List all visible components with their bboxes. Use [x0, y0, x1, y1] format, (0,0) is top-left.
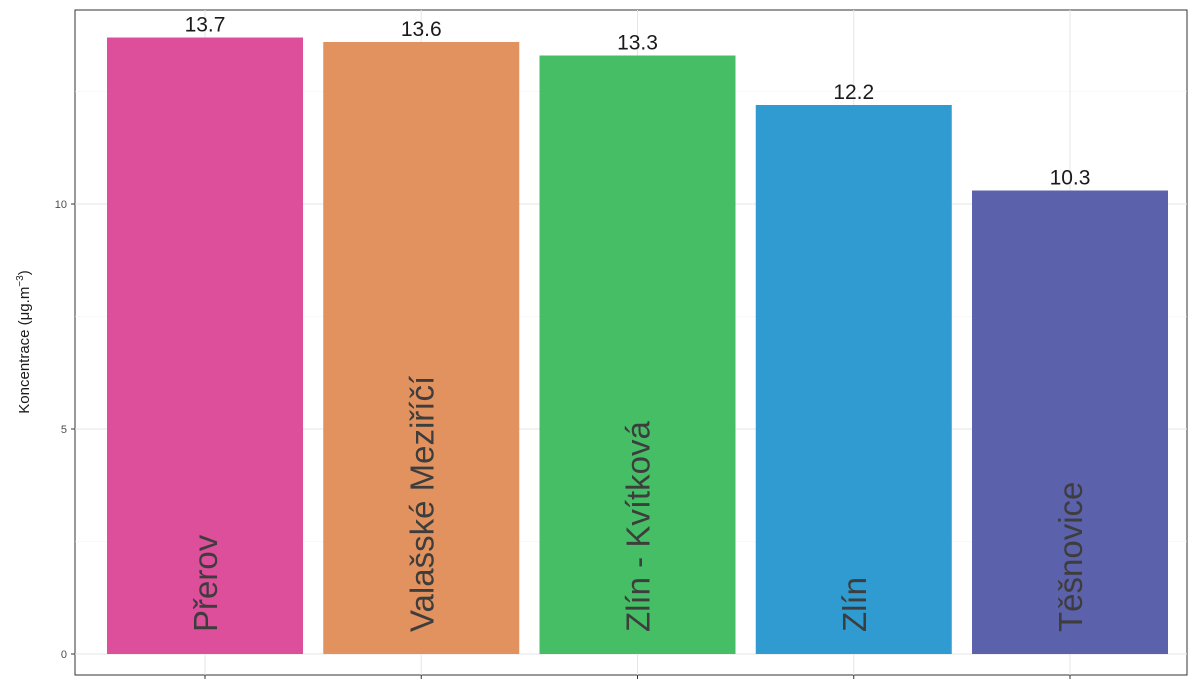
- bar-value-label: 13.3: [617, 32, 658, 55]
- bar-category-label: Přerov: [187, 534, 224, 632]
- y-tick-label: 5: [61, 424, 67, 436]
- y-axis-title-close: ): [16, 270, 33, 275]
- bar-value-label: 13.7: [185, 14, 226, 37]
- bar-value-label: 10.3: [1050, 167, 1091, 190]
- bar: [107, 37, 303, 654]
- bar: [323, 42, 520, 654]
- bar-category-label: Těšnovice: [1052, 482, 1089, 632]
- bar-value-label: 12.2: [833, 81, 874, 104]
- bar: [539, 55, 736, 654]
- y-axis-title-superscript: −3: [15, 275, 26, 287]
- bar: [755, 105, 952, 654]
- y-axis-title: Koncentrace (μg.m−3): [15, 270, 33, 413]
- bars: [107, 37, 1168, 654]
- y-axis: 0 5 10: [55, 199, 75, 661]
- bar-category-label: Zlín - Kvítková: [620, 420, 657, 632]
- y-tick-label: 10: [55, 199, 67, 211]
- x-axis: [204, 675, 1071, 679]
- bar: [972, 190, 1168, 654]
- y-axis-title-main: Koncentrace (μg.m: [16, 287, 33, 414]
- bar-category-label: Valašské Meziříčí: [403, 376, 440, 632]
- bar-labels: 13.7 Přerov 13.6 Valašské Meziříčí 13.3 Zlín …: [185, 14, 1091, 633]
- y-tick-label: 0: [61, 649, 67, 661]
- bar-category-label: Zlín: [836, 577, 873, 632]
- bar-value-label: 13.6: [401, 18, 442, 41]
